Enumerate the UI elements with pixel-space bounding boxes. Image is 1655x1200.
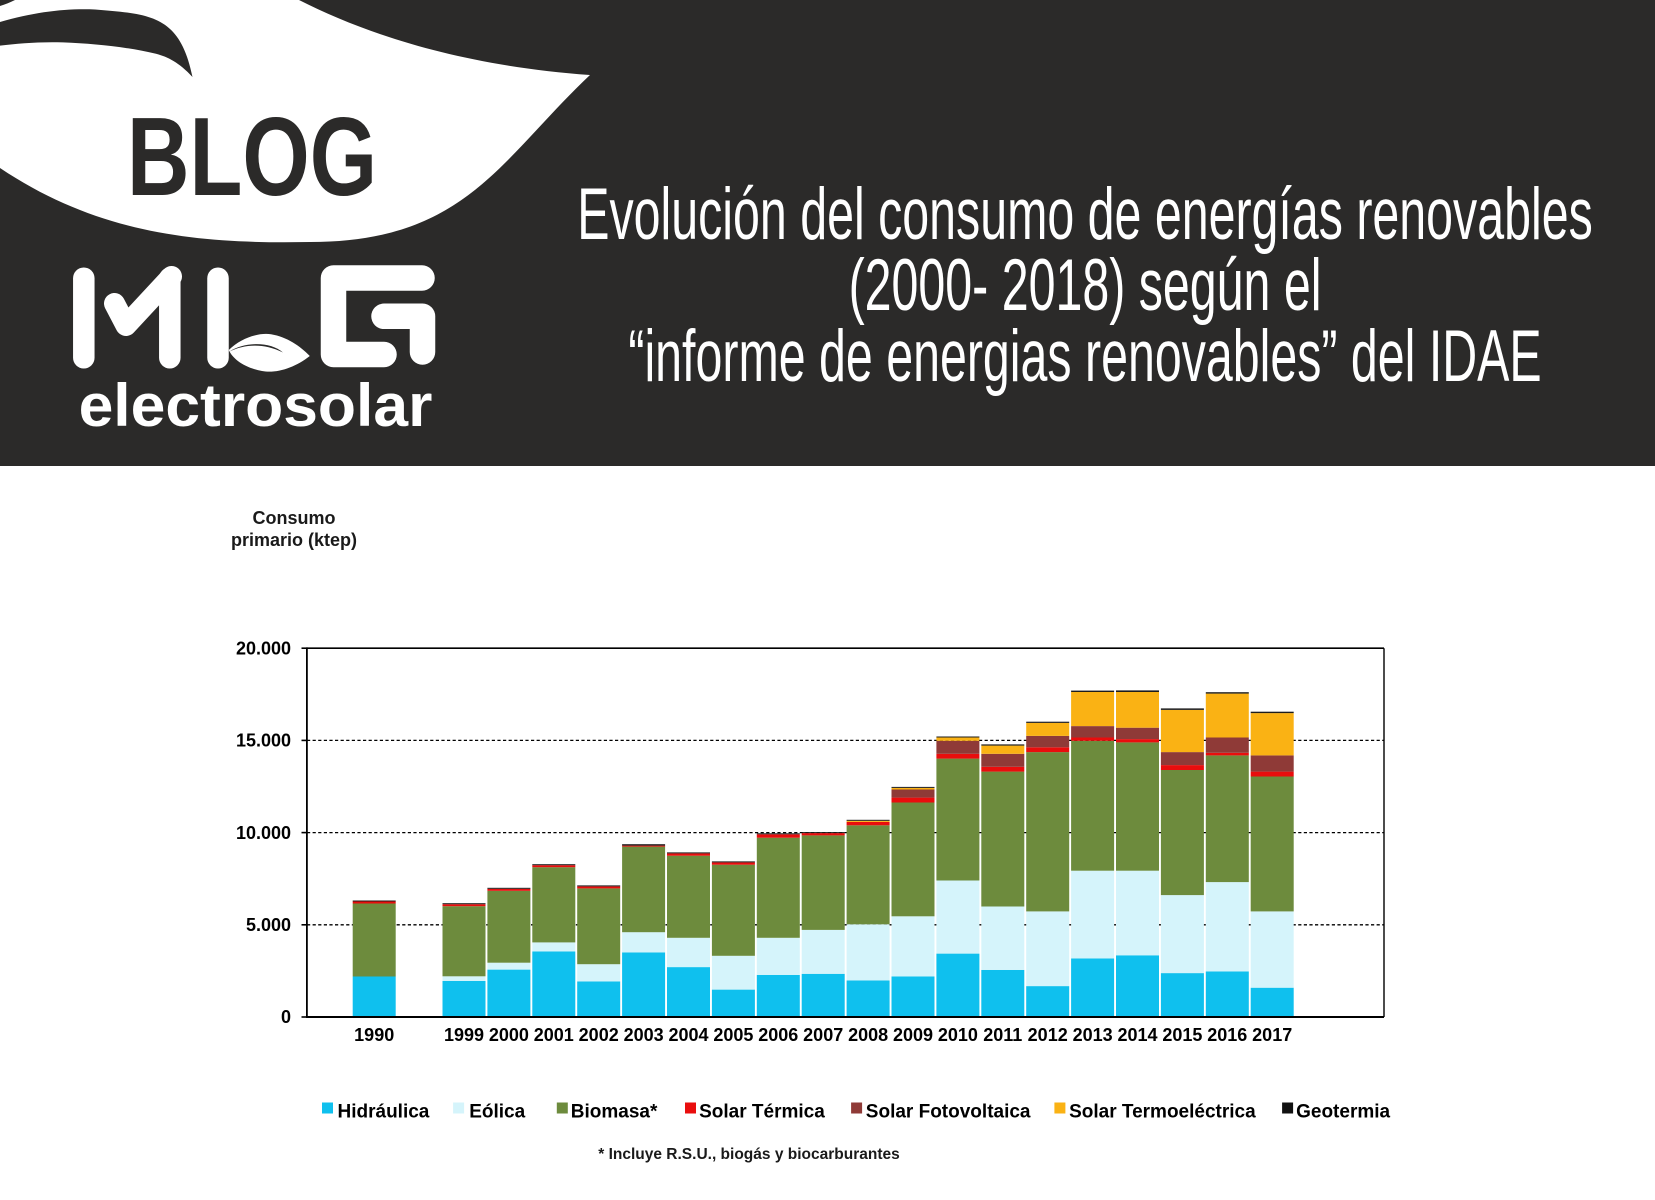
svg-text:* Incluye R.S.U., biogás y bio: * Incluye R.S.U., biogás y biocarburante… [598,1146,899,1163]
svg-text:2011: 2011 [983,1025,1022,1045]
svg-text:15.000: 15.000 [236,731,291,751]
svg-text:2007: 2007 [803,1025,843,1045]
svg-text:2002: 2002 [579,1025,619,1045]
svg-text:2012: 2012 [1028,1025,1068,1045]
svg-text:Solar Térmica: Solar Térmica [699,1102,825,1123]
svg-text:2006: 2006 [758,1025,798,1045]
svg-text:2009: 2009 [893,1025,933,1045]
svg-text:2013: 2013 [1073,1025,1113,1045]
svg-text:2016: 2016 [1207,1025,1247,1045]
svg-text:20.000: 20.000 [236,638,291,658]
svg-text:primario (ktep): primario (ktep) [231,530,357,550]
svg-text:Biomasa*: Biomasa* [571,1102,658,1123]
svg-text:Hidráulica: Hidráulica [338,1102,430,1123]
svg-text:2014: 2014 [1117,1025,1157,1045]
svg-text:Eólica: Eólica [469,1102,525,1123]
svg-text:2000: 2000 [489,1025,529,1045]
svg-text:2008: 2008 [848,1025,888,1045]
svg-text:2004: 2004 [668,1025,708,1045]
svg-text:Geotermia: Geotermia [1296,1102,1390,1123]
svg-text:10.000: 10.000 [236,823,291,843]
svg-text:0: 0 [281,1007,291,1027]
svg-text:1999: 1999 [444,1025,484,1045]
svg-text:Solar Termoeléctrica: Solar Termoeléctrica [1069,1102,1256,1123]
svg-text:2010: 2010 [938,1025,978,1045]
svg-text:2017: 2017 [1252,1025,1292,1045]
svg-text:Consumo: Consumo [253,508,336,528]
svg-text:1990: 1990 [354,1025,394,1045]
svg-text:2001: 2001 [534,1025,574,1045]
svg-text:2003: 2003 [624,1025,664,1045]
svg-text:Solar Fotovoltaica: Solar Fotovoltaica [866,1102,1031,1123]
svg-text:2015: 2015 [1162,1025,1202,1045]
svg-text:2005: 2005 [713,1025,753,1045]
svg-text:5.000: 5.000 [246,915,291,935]
